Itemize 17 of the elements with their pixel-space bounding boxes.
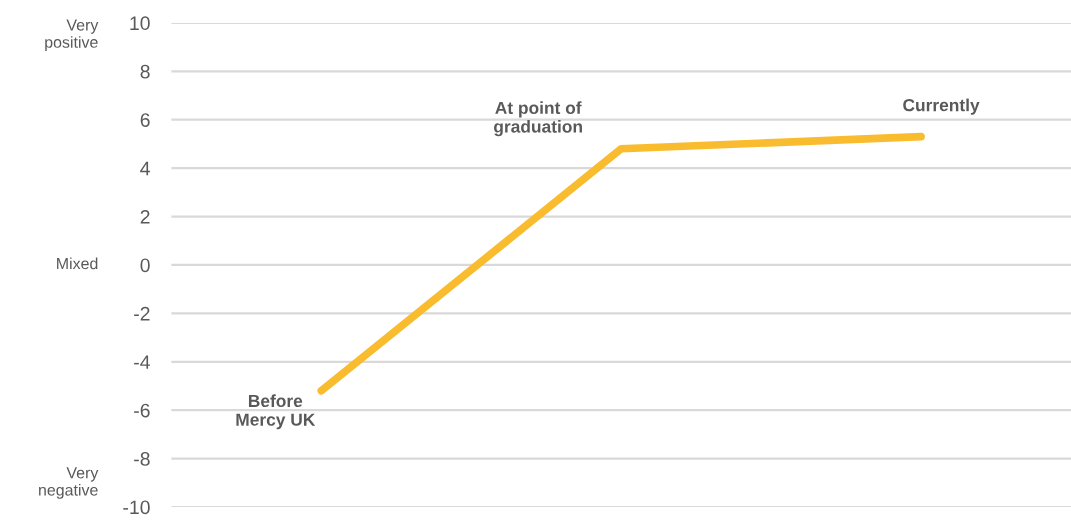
- y-tick-label: 2: [140, 210, 150, 224]
- annotation: Before Mercy UK: [236, 394, 316, 430]
- y-tick-label: 0: [140, 258, 150, 273]
- annotation: Currently: [903, 98, 980, 115]
- text: Mixed: [57, 257, 98, 270]
- text: Very positive: [45, 19, 99, 52]
- y-tick-label: 6: [140, 113, 150, 127]
- y-tick-label: -8: [134, 452, 150, 466]
- text: Very negative: [39, 467, 99, 499]
- y-tick-label: 10: [130, 16, 150, 31]
- y-tick-label: -4: [134, 355, 150, 369]
- annotation: At point of graduation: [494, 101, 582, 137]
- y-tick-label: 4: [140, 161, 150, 176]
- y-tick-label: -10: [123, 500, 150, 515]
- y-tick-label: -6: [134, 403, 150, 418]
- y-tick-label: -2: [134, 306, 150, 321]
- y-tick-label: 8: [140, 64, 150, 79]
